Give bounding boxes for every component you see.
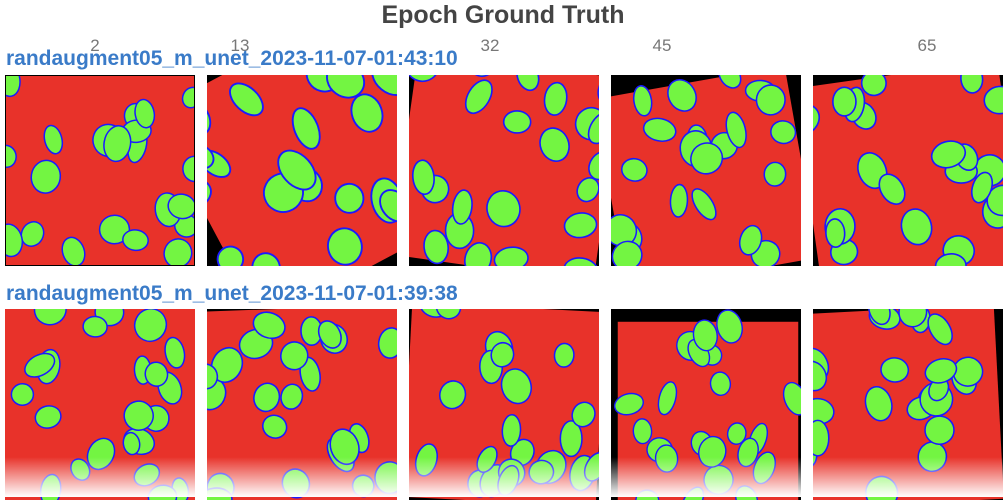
segmentation-mask — [813, 75, 1003, 266]
epoch-label-13: 13 — [230, 36, 250, 55]
epoch-label-2: 2 — [90, 36, 100, 55]
mask-tile-run1-epoch2[interactable] — [5, 75, 195, 266]
segmentation-mask — [5, 309, 195, 500]
segmentation-mask — [611, 75, 801, 266]
mask-tile-run2-epoch13[interactable] — [207, 309, 397, 500]
segmentation-mask — [409, 309, 599, 500]
mask-tile-run2-epoch2[interactable] — [5, 309, 195, 500]
epoch-label-65: 65 — [917, 36, 937, 55]
segmentation-mask — [409, 75, 599, 266]
mask-tile-run2-epoch65[interactable] — [813, 309, 1003, 500]
mask-tile-run1-epoch45[interactable] — [611, 75, 801, 266]
run-label-1[interactable]: randaugment05_m_unet_2023-11-07-01:43:10 — [6, 47, 458, 70]
mask-tile-run2-epoch45[interactable] — [611, 309, 801, 500]
segmentation-mask — [813, 309, 1003, 500]
mask-tile-run1-epoch65[interactable] — [813, 75, 1003, 266]
segmentation-mask — [5, 75, 195, 266]
epoch-label-45: 45 — [652, 36, 672, 55]
mask-tile-run1-epoch13[interactable] — [207, 75, 397, 266]
run-label-2[interactable]: randaugment05_m_unet_2023-11-07-01:39:38 — [6, 282, 458, 305]
epoch-label-32: 32 — [480, 36, 500, 55]
panel-title: Epoch Ground Truth — [381, 1, 625, 29]
segmentation-mask — [207, 75, 397, 266]
mask-tile-run2-epoch32[interactable] — [409, 309, 599, 500]
segmentation-mask — [611, 309, 801, 500]
segmentation-mask — [207, 309, 397, 500]
mask-tile-run1-epoch32[interactable] — [409, 75, 599, 266]
